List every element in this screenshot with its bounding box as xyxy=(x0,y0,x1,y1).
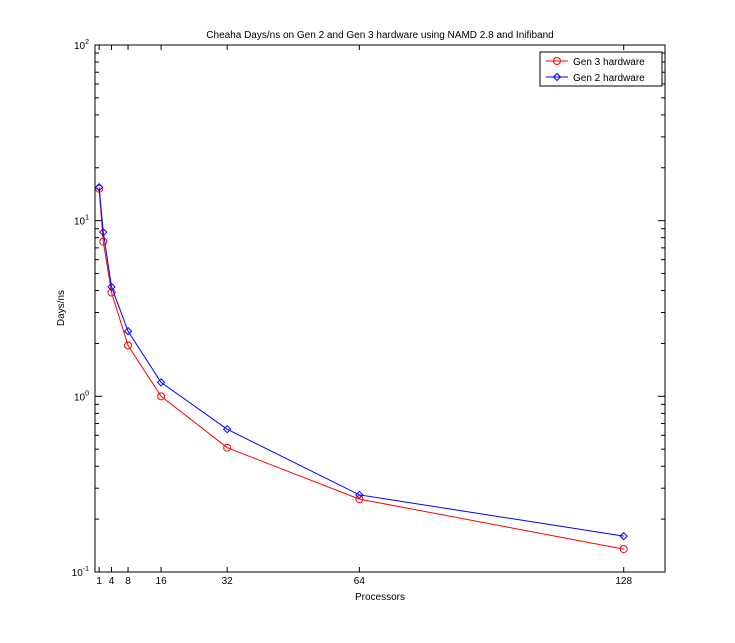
series-layer xyxy=(94,183,628,554)
series xyxy=(95,184,628,554)
y-tick-label: 102 xyxy=(74,39,89,52)
x-tick-label: 8 xyxy=(125,576,131,587)
x-tick-label: 4 xyxy=(109,576,115,587)
x-axis: 1 4 8 16 32 64 128 xyxy=(96,45,632,587)
data-point xyxy=(94,183,104,192)
legend: Gen 3 hardware Gen 2 hardware xyxy=(539,51,663,87)
legend-label: Gen 3 hardware xyxy=(573,57,645,68)
series-line xyxy=(98,187,624,537)
data-point xyxy=(157,392,166,401)
legend-label: Gen 2 hardware xyxy=(573,73,645,84)
plot-frame xyxy=(94,44,666,573)
series-line xyxy=(98,188,624,550)
y-axis: 10-1 100 101 102 xyxy=(72,39,665,579)
data-point xyxy=(355,495,364,504)
series xyxy=(94,183,628,541)
x-tick-label: 64 xyxy=(354,576,366,587)
chart-title: Cheaha Days/ns on Gen 2 and Gen 3 hardwa… xyxy=(206,30,553,41)
y-tick-label: 101 xyxy=(74,215,89,228)
y-tick-label: 10-1 xyxy=(72,566,89,579)
data-point xyxy=(619,531,628,541)
y-axis-label: Days/ns xyxy=(56,290,67,326)
data-point xyxy=(107,282,116,292)
data-point xyxy=(619,545,628,554)
x-tick-label: 32 xyxy=(222,576,234,587)
x-tick-label: 16 xyxy=(156,576,168,587)
data-point xyxy=(355,490,364,500)
y-tick-label: 100 xyxy=(74,390,89,403)
data-point xyxy=(99,237,108,246)
x-axis-label: Processors xyxy=(355,592,405,603)
x-tick-label: 1 xyxy=(96,576,102,587)
legend-marker xyxy=(552,72,562,82)
data-point xyxy=(107,288,116,297)
legend-marker xyxy=(553,57,561,65)
data-point xyxy=(124,341,133,350)
data-point xyxy=(223,443,232,452)
data-point xyxy=(156,378,166,387)
plot-area xyxy=(94,44,666,573)
data-point xyxy=(222,424,232,434)
data-point xyxy=(99,227,108,237)
x-tick-label: 128 xyxy=(615,576,632,587)
legend-box xyxy=(539,51,663,87)
data-point xyxy=(123,326,133,336)
